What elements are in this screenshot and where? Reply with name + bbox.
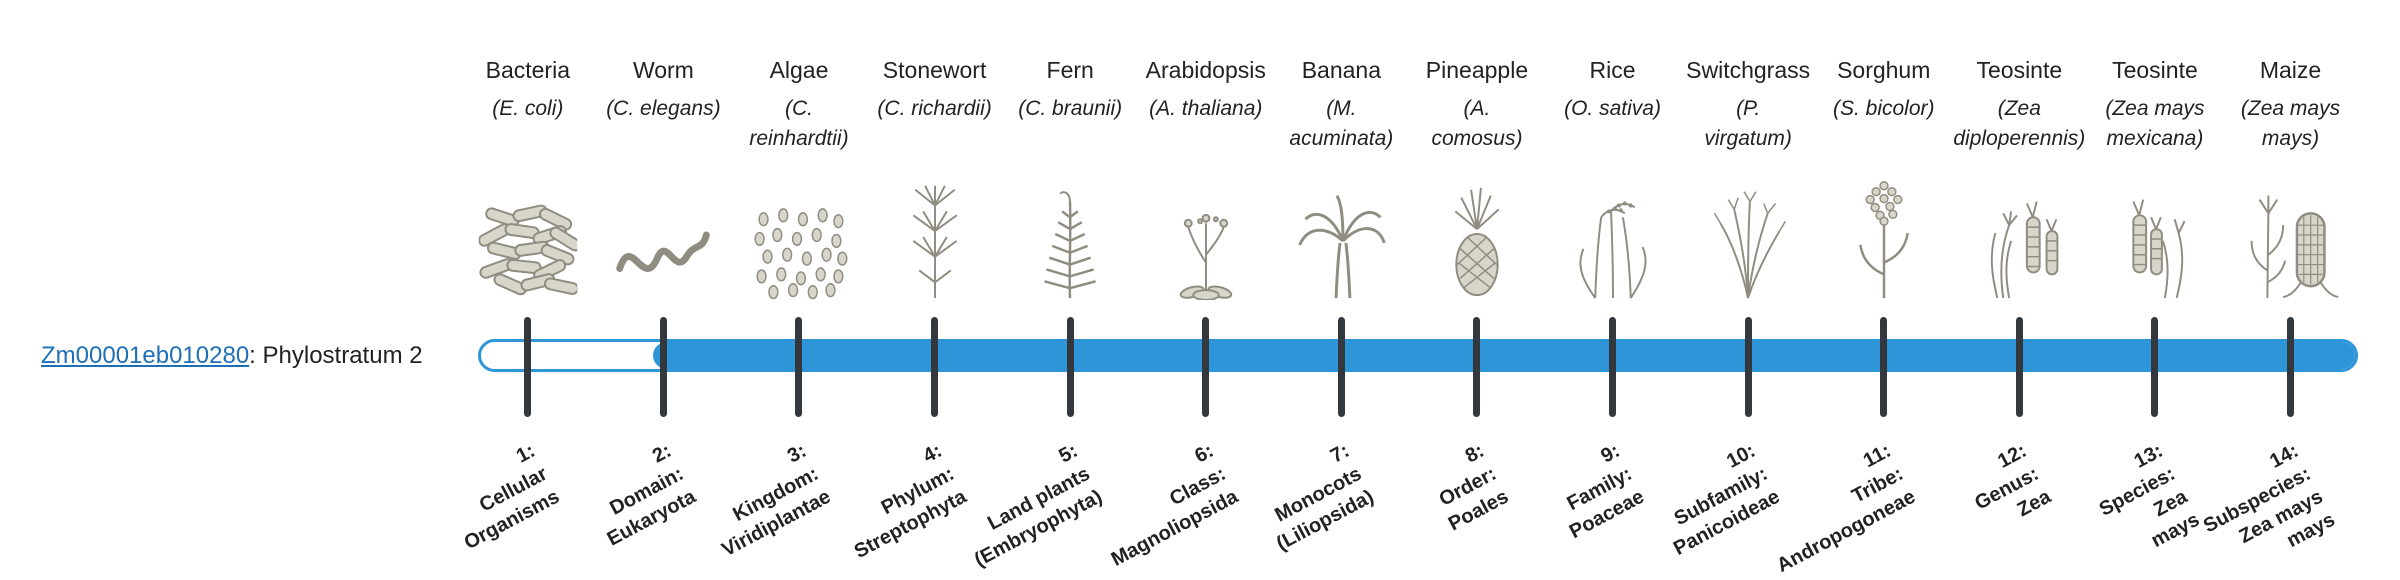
common-name: Switchgrass	[1686, 57, 1811, 83]
phylostratum-tick	[1473, 317, 1481, 417]
taxon-column-banana: Banana (M. acuminata) 7: Monocots (Lilio…	[1271, 0, 1410, 580]
scientific-name: (Zea mays mays)	[2240, 97, 2341, 150]
worm-icon	[610, 172, 716, 300]
phylostratum-tick	[659, 317, 667, 417]
taxon-column-teosinte-mexicana: Teosinte (Zea mays mexicana) 13: Species…	[2087, 0, 2223, 580]
stonewort-icon	[882, 172, 988, 300]
phylostratum-tick	[1066, 317, 1074, 417]
common-name: Algae	[769, 57, 829, 83]
gene-label: Zm00001eb010280: Phylostratum 2	[41, 342, 423, 370]
phylostratum-tick	[931, 317, 939, 417]
fern-icon	[1017, 172, 1123, 300]
phylostratum-tick	[1337, 317, 1345, 417]
common-name: Bacteria	[485, 57, 570, 83]
stratum-label: 13: Species: Zea mays	[2095, 439, 2203, 553]
scientific-name: (A. thaliana)	[1149, 97, 1263, 120]
phylostratum-tick	[1609, 317, 1617, 417]
taxon-column-stonewort: Stonewort (C. richardii) 4: Phylum: Stre…	[851, 0, 1003, 580]
taxon-column-worm: Worm (C. elegans) 2: Domain: Eukaryota	[596, 0, 732, 580]
taxon-column-maize: Maize (Zea mays mays) 14: Subspecies: Ze…	[2200, 0, 2359, 580]
stratum-label: 8: Order: Poales	[1436, 439, 1513, 536]
taxon-column-fern: Fern (C. braunii) 5: Land plants (Embryo…	[971, 0, 1138, 580]
taxon-column-bacteria: Bacteria (E. coli) 1: Cellular Organisms	[460, 0, 596, 580]
scientific-name: (C. richardii)	[877, 97, 992, 120]
scientific-name: (C. braunii)	[1018, 97, 1123, 120]
phylostratum-tick	[1744, 317, 1752, 417]
taxon-column-algae: Algae (C. reinhardtii) 3: Kingdom: Virid…	[719, 0, 867, 580]
gene-id-link[interactable]: Zm00001eb010280	[41, 342, 250, 369]
common-name: Arabidopsis	[1145, 57, 1266, 83]
phylostratum-tick	[2151, 317, 2159, 417]
phylostratum-tick	[1202, 317, 1210, 417]
scientific-name: (A. comosus)	[1431, 97, 1523, 150]
taxon-column-sorghum: Sorghum (S. bicolor) 11: Tribe: Andropog…	[1774, 0, 1952, 580]
bacteria-icon	[475, 172, 581, 300]
scientific-name: (C. elegans)	[606, 97, 721, 120]
common-name: Fern	[1046, 57, 1094, 83]
scientific-name: (S. bicolor)	[1832, 97, 1935, 120]
scientific-name: (M. acuminata)	[1289, 97, 1394, 150]
phylostratum-text: : Phylostratum 2	[249, 342, 423, 369]
taxon-column-teosinte-diploperennis: Teosinte (Zea diploperennis) 12: Genus: …	[1952, 0, 2088, 580]
stratum-label: 12: Genus: Zea	[1971, 439, 2056, 522]
taxon-column-rice: Rice (O. sativa) 9: Family: Poaceae	[1545, 0, 1681, 580]
taxon-column-arabidopsis: Arabidopsis (A. thaliana) 6: Class: Magn…	[1108, 0, 1274, 580]
stratum-label: 1: Cellular Organisms	[460, 439, 564, 555]
scientific-name: (P. virgatum)	[1704, 97, 1792, 150]
taxon-column-switchgrass: Switchgrass (P. virgatum) 10: Subfamily:…	[1670, 0, 1816, 580]
pineapple-icon	[1424, 172, 1530, 300]
common-name: Sorghum	[1837, 57, 1931, 83]
rice-icon	[1560, 172, 1666, 300]
phylostratum-tick	[2287, 317, 2295, 417]
taxon-column-pineapple: Pineapple (A. comosus) 8: Order: Poales	[1409, 0, 1545, 580]
algae-icon	[746, 172, 852, 300]
common-name: Banana	[1301, 57, 1382, 83]
phylostratum-tick	[524, 317, 532, 417]
common-name: Stonewort	[882, 57, 987, 83]
maize-icon	[2238, 172, 2344, 300]
scientific-name: (C. reinhardtii)	[749, 97, 849, 150]
teosinte-icon	[1966, 172, 2072, 300]
common-name: Teosinte	[2112, 57, 2198, 83]
switchgrass-icon	[1695, 172, 1801, 300]
phylostratum-tick	[2015, 317, 2023, 417]
sorghum-icon	[1831, 172, 1937, 300]
scientific-name: (E. coli)	[492, 97, 564, 120]
stratum-label: 9: Family: Poaceae	[1563, 439, 1649, 544]
scientific-name: (Zea mays mexicana)	[2105, 97, 2205, 150]
common-name: Maize	[2259, 57, 2322, 83]
teosinte-icon	[2102, 172, 2208, 300]
stratum-label: 2: Domain: Eukaryota	[603, 439, 700, 551]
phylostratum-tick	[1880, 317, 1888, 417]
arabidopsis-icon	[1153, 172, 1259, 300]
common-name: Rice	[1589, 57, 1636, 83]
scientific-name: (O. sativa)	[1564, 97, 1661, 120]
banana-icon	[1288, 172, 1394, 300]
phylostratum-tick	[795, 317, 803, 417]
scientific-name: (Zea diploperennis)	[1953, 97, 2086, 150]
taxon-columns: Bacteria (E. coli) 1: Cellular Organisms…	[460, 0, 2358, 580]
common-name: Teosinte	[1976, 57, 2063, 83]
common-name: Pineapple	[1425, 57, 1529, 83]
common-name: Worm	[632, 57, 694, 83]
